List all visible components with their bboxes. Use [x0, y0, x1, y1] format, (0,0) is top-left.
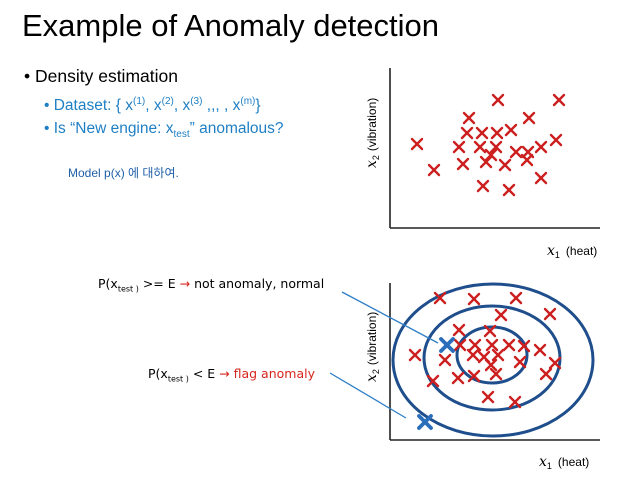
- contour-inner: [455, 325, 529, 385]
- data-point: [491, 93, 505, 107]
- top-x-label: x1 (heat): [547, 243, 597, 260]
- data-point: [520, 153, 534, 167]
- data-point: [502, 338, 516, 352]
- data-point: [460, 126, 474, 140]
- data-point: [498, 158, 512, 172]
- data-point: [438, 353, 452, 367]
- data-point: [426, 374, 440, 388]
- data-point: [476, 179, 490, 193]
- arrow-right-icon: →: [219, 366, 230, 381]
- bottom-x-label: x1 (heat): [539, 454, 589, 471]
- model-note: Model p(x) 에 대하여.: [68, 166, 179, 180]
- data-point: [494, 308, 508, 322]
- data-point: [453, 338, 467, 352]
- data-point: [522, 111, 536, 125]
- data-point: [467, 369, 481, 383]
- data-point: [491, 348, 505, 362]
- page-title: Example of Anomaly detection: [22, 8, 440, 43]
- condition-normal: P(xtest ) >= E → not anomaly, normal: [98, 276, 325, 294]
- data-point: [484, 358, 498, 372]
- bottom-y-label: x2(vibration): [364, 312, 381, 382]
- data-point: [533, 343, 547, 357]
- dataset-line: • Dataset: { x(1), x(2), x(3) ,,, , x(m)…: [44, 96, 261, 115]
- contour-outer: [391, 282, 595, 438]
- top-y-label: x2(vibration): [364, 98, 381, 168]
- data-point: [467, 292, 481, 306]
- data-point: [479, 155, 493, 169]
- test-point-normal: [439, 337, 455, 353]
- data-point: [548, 356, 562, 370]
- bottom-plot: x1 (heat) x2(vibration): [364, 282, 600, 471]
- arrow-normal: [341, 291, 439, 344]
- data-point: [543, 307, 557, 321]
- question-line: • Is “New engine: xtest” anomalous?: [44, 120, 284, 141]
- data-point: [490, 126, 504, 140]
- data-point: [502, 183, 516, 197]
- data-point: [509, 145, 523, 159]
- arrow-right-icon: →: [179, 276, 191, 291]
- data-point: [552, 93, 566, 107]
- bullet-text: Density estimation: [35, 66, 178, 86]
- data-point: [462, 111, 476, 125]
- bullet-density-estimation: • Density estimation: [24, 66, 178, 86]
- data-point: [481, 390, 495, 404]
- top-plot: x1 (heat) x2(vibration): [364, 68, 600, 260]
- test-points: [417, 337, 455, 430]
- data-point: [466, 348, 480, 362]
- data-point: [549, 133, 563, 147]
- data-point: [539, 367, 553, 381]
- data-point: [517, 339, 531, 353]
- condition-flag: P(xtest ) < E → flag anomaly: [148, 366, 315, 384]
- data-point: [485, 338, 499, 352]
- data-point: [489, 367, 503, 381]
- arrow-flag: [329, 372, 407, 419]
- data-point: [504, 123, 518, 137]
- data-point: [456, 157, 470, 171]
- data-point: [534, 171, 548, 185]
- data-point: [408, 348, 422, 362]
- data-point: [508, 395, 522, 409]
- data-point: [475, 126, 489, 140]
- data-point: [509, 291, 523, 305]
- data-point: [452, 140, 466, 154]
- top-data-points: [410, 93, 566, 197]
- data-point: [473, 140, 487, 154]
- data-point: [483, 324, 497, 338]
- data-point: [534, 140, 548, 154]
- data-point: [513, 355, 527, 369]
- data-point: [468, 338, 482, 352]
- data-point: [452, 323, 466, 337]
- data-point: [489, 140, 503, 154]
- data-point: [410, 137, 424, 151]
- data-point: [484, 148, 498, 162]
- test-point-anomaly: [417, 414, 433, 430]
- data-point: [433, 291, 447, 305]
- data-point: [427, 163, 441, 177]
- bottom-data-points: [408, 291, 562, 409]
- data-point: [451, 371, 465, 385]
